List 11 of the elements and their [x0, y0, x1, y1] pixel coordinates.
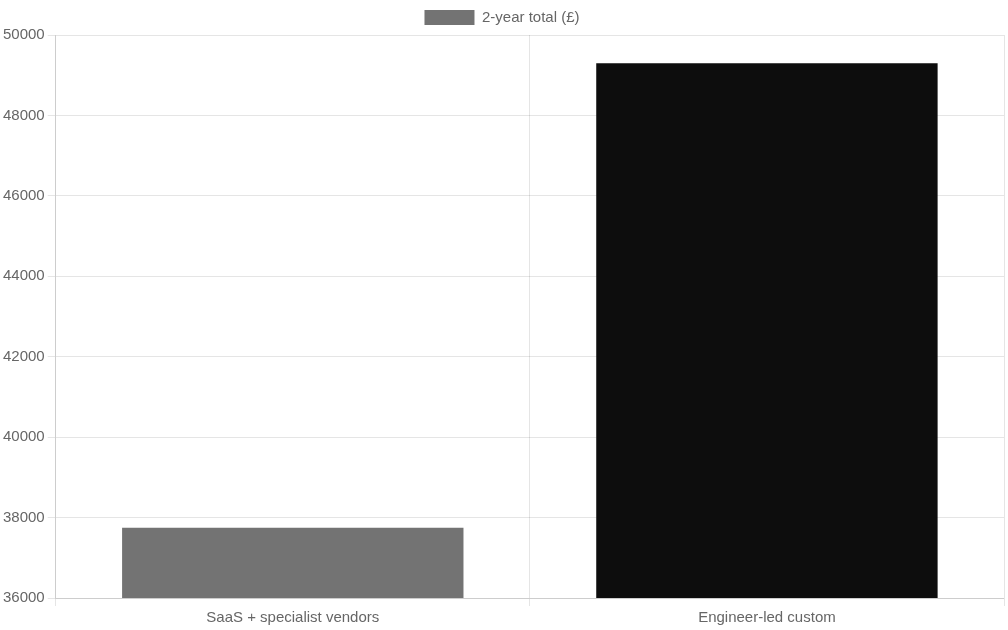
y-tick-label: 50000: [2, 25, 45, 43]
y-tick-label: 46000: [2, 186, 45, 203]
y-tick-label: 36000: [2, 588, 45, 606]
y-tick-label: 48000: [2, 105, 45, 123]
y-tick-label: 38000: [2, 507, 45, 525]
y-tick-label: 40000: [2, 427, 45, 445]
legend-label: 2-year total (£): [481, 7, 580, 25]
x-tick-label: SaaS + specialist vendors: [206, 608, 380, 626]
x-tick-label: Engineer-led custom: [698, 608, 836, 626]
y-tick-label: 42000: [2, 346, 45, 364]
y-tick-label: 44000: [2, 266, 45, 284]
